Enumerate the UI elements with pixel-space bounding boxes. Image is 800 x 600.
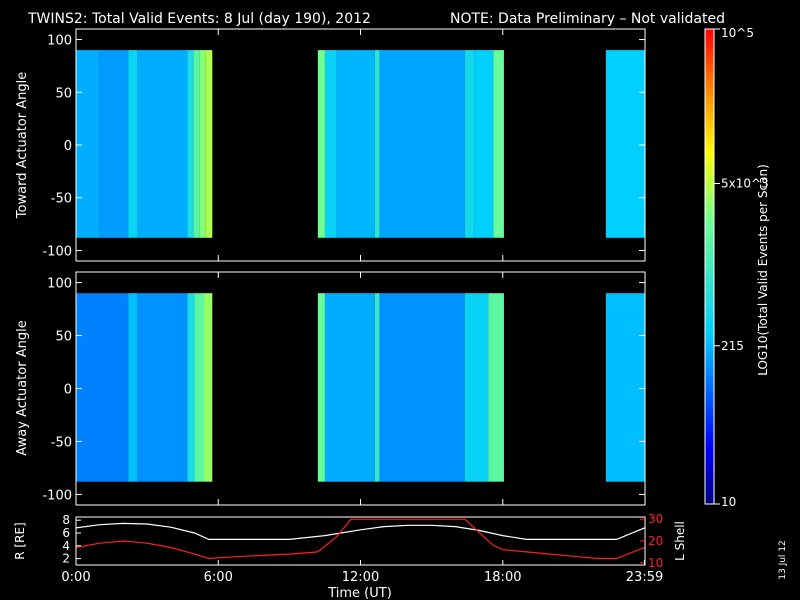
toward-stripe-1: [99, 50, 129, 238]
away-stripe-2: [137, 293, 188, 482]
preliminary-note: NOTE: Data Preliminary – Not validated: [450, 11, 725, 27]
toward-ytick-label-2: 0: [64, 139, 72, 154]
orbit-xtick-label-2: 12:00: [342, 570, 379, 585]
orbit-xtick-label-0: 0:00: [61, 570, 90, 585]
colorbar: 10 215 5x10^3 10^5 LOG10(Total Valid Events…: [704, 26, 770, 509]
toward-heatmap-segments: [76, 50, 645, 238]
away-stripe-4: [194, 293, 205, 482]
toward-stripe-0: [76, 50, 100, 238]
toward-ytick-label-1: 50: [55, 86, 72, 101]
away-ytick-label-2: 0: [64, 383, 72, 398]
date-stamp: 13 Jul 12: [778, 540, 788, 580]
away-stripe-12: [605, 293, 645, 482]
toward-heatmap-panel: 100 50 0 -50 -100 Toward Actuator Angle: [15, 28, 646, 262]
orbit-xtick-label-1: 6:00: [204, 570, 233, 585]
toward-stripe-5: [193, 50, 200, 238]
away-stripe-3: [187, 293, 195, 482]
orbit-panel-frame: [75, 516, 646, 566]
toward-stripe-16: [605, 50, 645, 238]
away-stripe-8: [374, 293, 380, 482]
toward-stripe-3: [137, 50, 188, 238]
orbit-ytick-label-0: 8: [62, 513, 70, 527]
away-stripe-11: [488, 293, 504, 482]
away-stripe-7: [324, 293, 375, 482]
toward-stripe-10: [336, 50, 375, 238]
away-ytick-label-0: 100: [47, 277, 72, 292]
toward-y-axis-label: Toward Actuator Angle: [15, 72, 30, 219]
colorbar-tick-label-2: 5x10^3: [721, 176, 769, 190]
colorbar-tick-label-0: 10: [721, 495, 736, 509]
orbit-right-ticks: 30 20 10: [640, 512, 663, 570]
toward-ytick-label-0: 100: [47, 34, 72, 49]
away-stripe-5: [204, 293, 213, 482]
orbit-rtick-label-2: 10: [648, 556, 663, 570]
away-stripe-0: [76, 293, 129, 482]
toward-stripe-6: [199, 50, 206, 238]
orbit-right-axis-label: L Shell: [673, 521, 687, 561]
away-y-axis-label: Away Actuator Angle: [15, 320, 30, 455]
toward-stripe-15: [493, 50, 504, 238]
orbit-series-R: [76, 522, 645, 541]
away-stripe-1: [128, 293, 138, 482]
away-stripe-6: [317, 293, 325, 482]
orbit-xtick-label-4: 23:59: [626, 570, 663, 585]
orbit-left-axis-label: R [RE]: [13, 522, 27, 559]
toward-ytick-label-3: -50: [51, 192, 72, 207]
colorbar-ticks: 10 215 5x10^3 10^5: [714, 26, 769, 509]
orbit-x-axis-label: Time (UT): [327, 586, 392, 600]
colorbar-label: LOG10(Total Valid Events per Scan): [756, 164, 770, 376]
colorbar-gradient: [704, 28, 715, 505]
toward-stripe-9: [324, 50, 337, 238]
orbit-ytick-label-3: 2: [62, 552, 70, 566]
away-ytick-label-3: -50: [51, 435, 72, 450]
orbit-lines: [76, 518, 645, 560]
figure-title: TWINS2: Total Valid Events: 8 Jul (day 1…: [27, 11, 371, 27]
orbit-series-L: [76, 518, 645, 560]
toward-y-ticks: 100 50 0 -50 -100: [42, 29, 646, 261]
away-stripe-9: [379, 293, 465, 482]
orbit-xtick-label-3: 18:00: [484, 570, 521, 585]
orbit-ytick-label-2: 4: [62, 539, 70, 553]
orbit-x-ticks: 0:00 6:00 12:00 18:00 23:59: [61, 560, 663, 585]
toward-stripe-7: [205, 50, 213, 238]
colorbar-tick-label-1: 215: [721, 339, 744, 353]
colorbar-tick-label-3: 10^5: [721, 26, 754, 40]
away-stripe-10: [464, 293, 489, 482]
toward-stripe-13: [464, 50, 475, 238]
away-ytick-label-1: 50: [55, 330, 72, 345]
toward-stripe-14: [474, 50, 494, 238]
orbit-rtick-label-0: 30: [648, 512, 663, 526]
toward-stripe-8: [317, 50, 325, 238]
away-heatmap-panel: 100 50 0 -50 -100 Away Actuator Angle: [15, 271, 646, 506]
toward-stripe-2: [128, 50, 138, 238]
orbit-ytick-label-1: 6: [62, 526, 70, 540]
toward-stripe-12: [379, 50, 465, 238]
away-ytick-label-4: -100: [42, 488, 72, 503]
away-y-ticks: 100 50 0 -50 -100: [42, 272, 646, 505]
toward-stripe-4: [187, 50, 194, 238]
toward-stripe-11: [374, 50, 380, 238]
away-heatmap-segments: [76, 293, 645, 482]
orbit-rtick-label-1: 20: [648, 534, 663, 548]
toward-ytick-label-4: -100: [42, 244, 72, 259]
